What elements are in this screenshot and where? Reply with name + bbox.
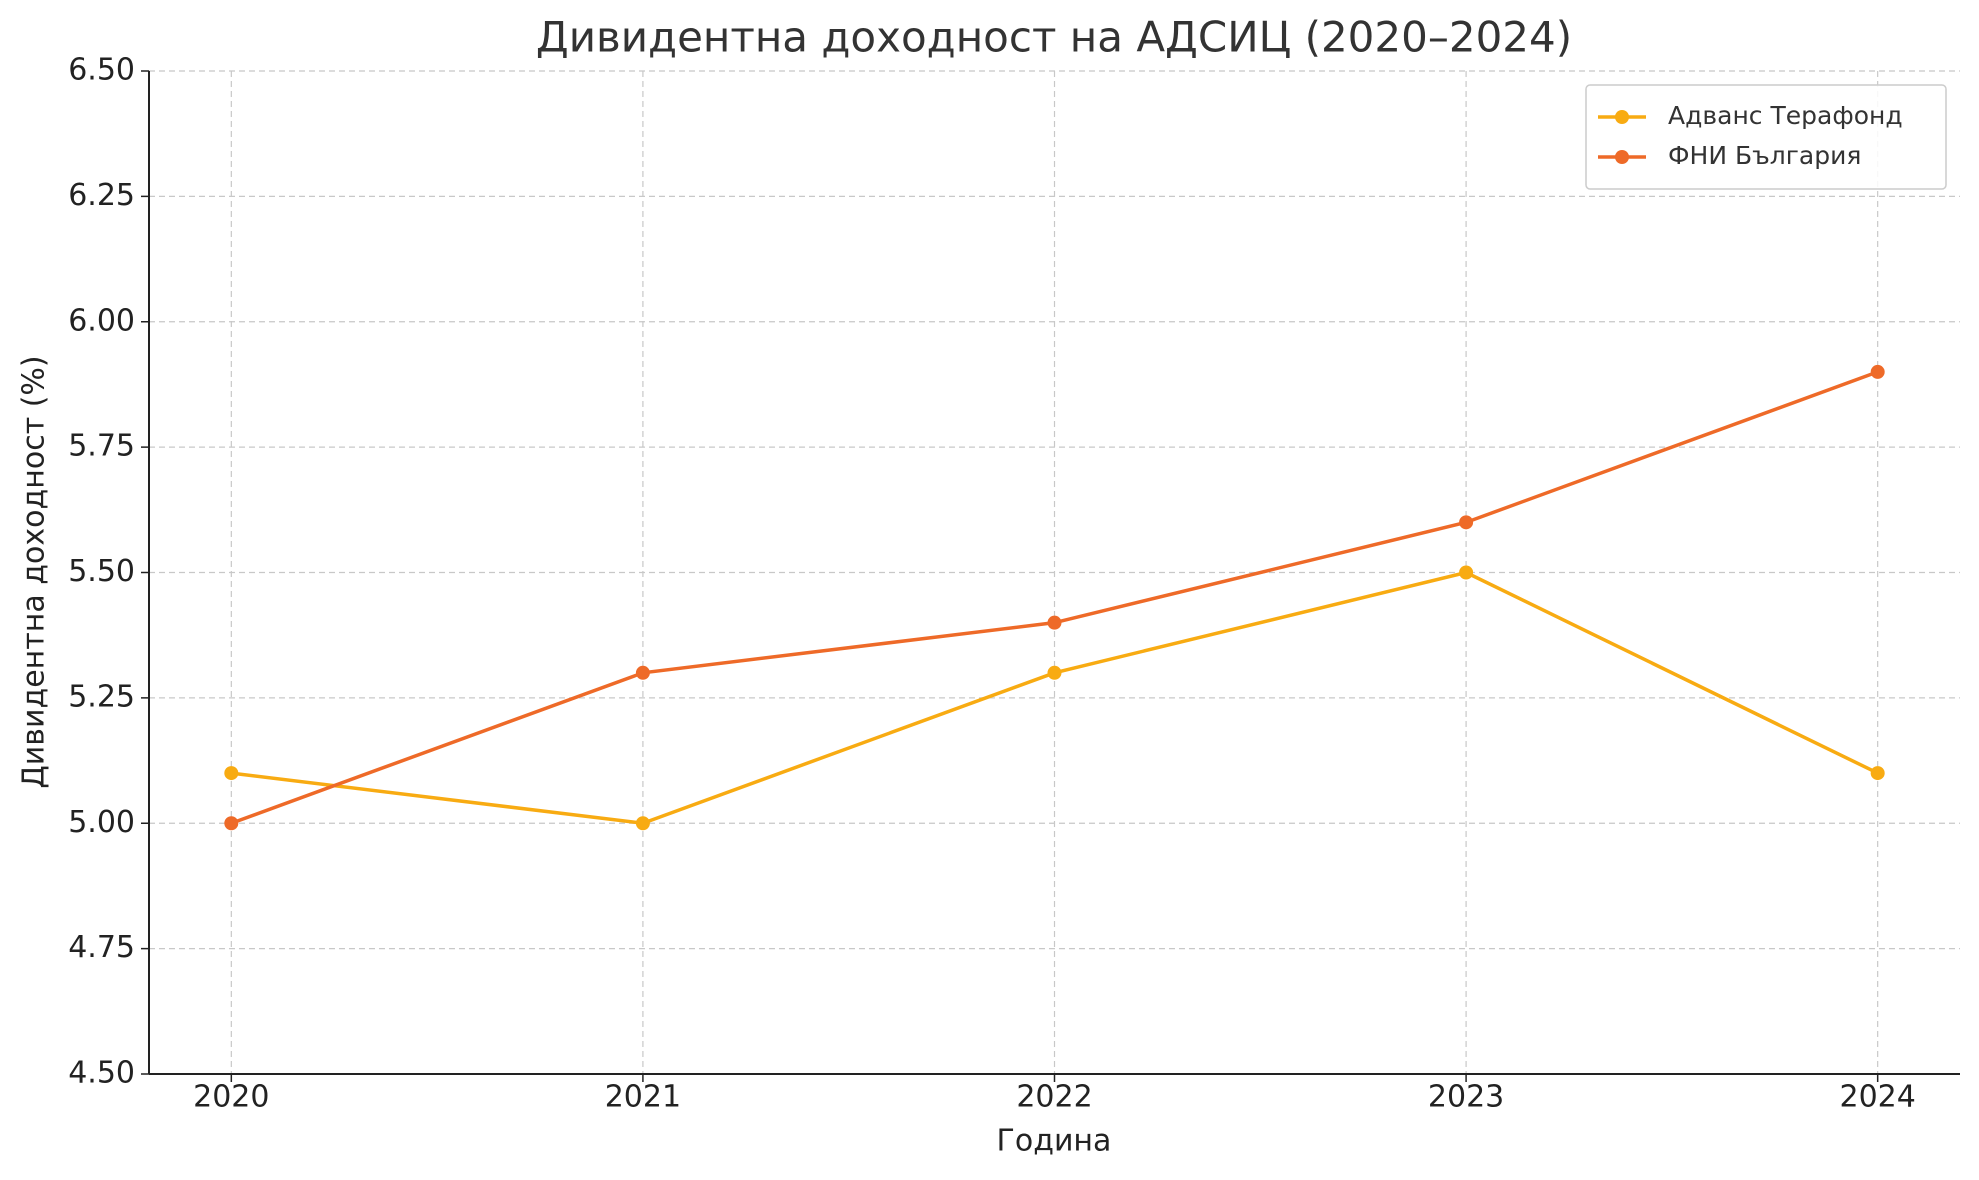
- data-point: [224, 816, 239, 831]
- y-tick-label: 6.50: [68, 53, 135, 88]
- legend-marker: [1615, 110, 1629, 124]
- data-point: [1047, 665, 1062, 680]
- data-point: [1459, 515, 1474, 530]
- data-point: [1047, 615, 1062, 630]
- legend-marker: [1615, 150, 1629, 164]
- chart-title: Дивидентна доходност на АДСИЦ (2020–2024…: [536, 13, 1572, 62]
- legend-label: Адванс Терафонд: [1668, 101, 1903, 130]
- data-point: [1870, 364, 1885, 379]
- data-point: [635, 665, 650, 680]
- y-tick-label: 6.25: [68, 178, 135, 213]
- y-tick-label: 5.75: [68, 429, 135, 464]
- y-tick-label: 5.00: [68, 805, 135, 840]
- legend-label: ФНИ България: [1668, 141, 1861, 170]
- x-tick-label: 2023: [1428, 1080, 1504, 1115]
- y-tick-label: 6.00: [68, 303, 135, 338]
- x-axis-label: Година: [997, 1124, 1112, 1159]
- data-point: [1459, 565, 1474, 580]
- data-point: [1870, 766, 1885, 781]
- legend-box: [1585, 84, 1947, 190]
- y-tick-label: 4.50: [68, 1056, 135, 1091]
- x-tick-label: 2024: [1840, 1080, 1916, 1115]
- x-tick-label: 2021: [605, 1080, 681, 1115]
- x-tick-label: 2020: [193, 1080, 269, 1115]
- y-axis-label: Дивидентна доходност (%): [17, 355, 52, 788]
- y-tick-label: 5.50: [68, 554, 135, 589]
- legend: Адванс Терафонд ФНИ България: [1585, 84, 1947, 190]
- y-tick-label: 4.75: [68, 930, 135, 965]
- y-tick-label: 5.25: [68, 679, 135, 714]
- x-tick-label: 2022: [1016, 1080, 1092, 1115]
- data-point: [224, 766, 239, 781]
- data-point: [635, 816, 650, 831]
